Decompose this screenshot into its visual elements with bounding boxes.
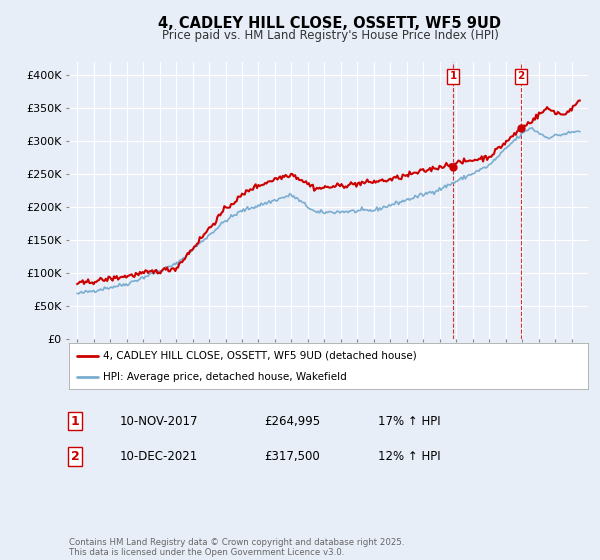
- Text: £317,500: £317,500: [264, 450, 320, 463]
- Text: 10-NOV-2017: 10-NOV-2017: [120, 414, 199, 428]
- Text: 2: 2: [518, 71, 525, 81]
- Text: 17% ↑ HPI: 17% ↑ HPI: [378, 414, 440, 428]
- Text: HPI: Average price, detached house, Wakefield: HPI: Average price, detached house, Wake…: [103, 372, 346, 382]
- Text: 4, CADLEY HILL CLOSE, OSSETT, WF5 9UD: 4, CADLEY HILL CLOSE, OSSETT, WF5 9UD: [158, 16, 502, 31]
- Text: 2: 2: [71, 450, 79, 463]
- Text: 10-DEC-2021: 10-DEC-2021: [120, 450, 198, 463]
- Text: 4, CADLEY HILL CLOSE, OSSETT, WF5 9UD (detached house): 4, CADLEY HILL CLOSE, OSSETT, WF5 9UD (d…: [103, 351, 416, 361]
- Text: £264,995: £264,995: [264, 414, 320, 428]
- Text: 12% ↑ HPI: 12% ↑ HPI: [378, 450, 440, 463]
- Text: Price paid vs. HM Land Registry's House Price Index (HPI): Price paid vs. HM Land Registry's House …: [161, 29, 499, 42]
- Text: Contains HM Land Registry data © Crown copyright and database right 2025.
This d: Contains HM Land Registry data © Crown c…: [69, 538, 404, 557]
- Text: 1: 1: [71, 414, 79, 428]
- Text: 1: 1: [449, 71, 457, 81]
